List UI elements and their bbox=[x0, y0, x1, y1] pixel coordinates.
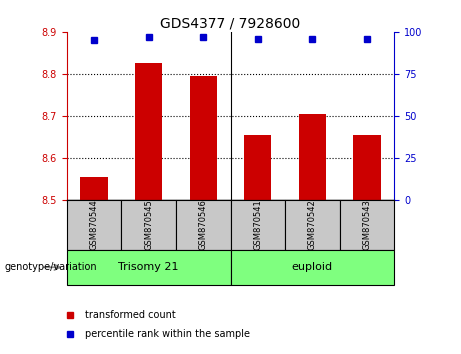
Bar bbox=[230, 250, 394, 285]
Text: GSM870542: GSM870542 bbox=[308, 199, 317, 250]
Bar bbox=[135, 63, 162, 200]
Text: percentile rank within the sample: percentile rank within the sample bbox=[85, 329, 250, 339]
Text: euploid: euploid bbox=[292, 262, 333, 272]
Bar bbox=[189, 76, 217, 200]
Bar bbox=[353, 135, 380, 200]
Bar bbox=[176, 200, 230, 250]
Bar bbox=[244, 135, 272, 200]
Title: GDS4377 / 7928600: GDS4377 / 7928600 bbox=[160, 17, 301, 31]
Text: GSM870543: GSM870543 bbox=[362, 199, 372, 250]
Bar bbox=[285, 200, 340, 250]
Text: GSM870544: GSM870544 bbox=[89, 199, 99, 250]
Text: transformed count: transformed count bbox=[85, 310, 176, 320]
Text: GSM870546: GSM870546 bbox=[199, 199, 208, 250]
Text: GSM870541: GSM870541 bbox=[253, 199, 262, 250]
Bar bbox=[340, 200, 394, 250]
Text: genotype/variation: genotype/variation bbox=[5, 262, 97, 272]
Bar bbox=[67, 200, 121, 250]
Bar bbox=[299, 114, 326, 200]
Text: Trisomy 21: Trisomy 21 bbox=[118, 262, 179, 272]
Bar bbox=[81, 177, 108, 200]
Bar bbox=[121, 200, 176, 250]
Bar bbox=[67, 250, 230, 285]
Text: GSM870545: GSM870545 bbox=[144, 199, 153, 250]
Bar bbox=[230, 200, 285, 250]
